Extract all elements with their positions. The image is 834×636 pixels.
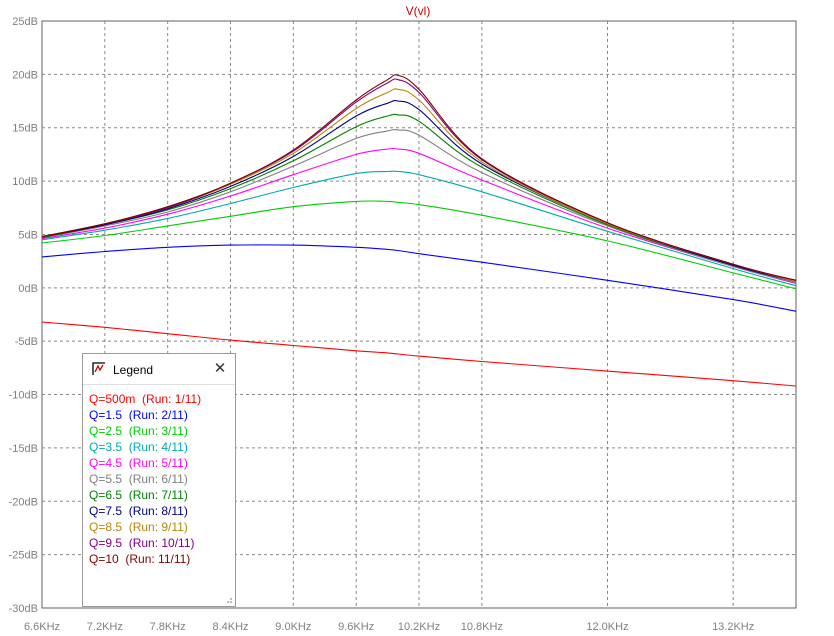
x-tick-label: 7.8KHz — [150, 621, 186, 633]
legend-titlebar[interactable]: Legend ✕ — [83, 354, 235, 385]
legend-entry: Q=9.5 (Run: 10/11) — [89, 536, 195, 550]
legend-title: Legend — [113, 363, 154, 377]
series-line-run-1 — [41, 321, 797, 387]
legend-entry-name: Q=4.5 — [89, 456, 123, 470]
legend-entry: Q=3.5 (Run: 4/11) — [89, 440, 188, 454]
legend-entry-name: Q=3.5 — [89, 440, 123, 454]
series-line-run-2 — [41, 244, 797, 312]
legend-entry-run: (Run: 7/11) — [122, 488, 188, 502]
plot-title: V(vl) — [406, 4, 431, 18]
y-tick-label: -5dB — [15, 336, 38, 348]
legend-entry-name: Q=9.5 — [89, 536, 123, 550]
y-tick-label: 5dB — [18, 229, 38, 241]
legend-entry-run: (Run: 11/11) — [118, 552, 191, 566]
legend-entry-run: (Run: 3/11) — [122, 424, 188, 438]
legend-entry: Q=1.5 (Run: 2/11) — [89, 408, 188, 422]
legend-entry: Q=500m (Run: 1/11) — [89, 392, 201, 406]
resize-grip-icon[interactable] — [225, 596, 233, 604]
legend-entry-name: Q=6.5 — [89, 488, 123, 502]
x-tick-label: 7.2KHz — [87, 621, 123, 633]
legend-entry-run: (Run: 6/11) — [122, 472, 188, 486]
series-line-run-7 — [41, 113, 797, 282]
y-tick-label: -25dB — [9, 550, 38, 562]
y-tick-label: 0dB — [18, 283, 38, 295]
legend-entry-name: Q=7.5 — [89, 504, 123, 518]
legend-entry-name: Q=2.5 — [89, 424, 123, 438]
x-tick-label: 6.6KHz — [24, 621, 60, 633]
series-traces — [41, 74, 797, 387]
x-tick-label: 10.8KHz — [461, 621, 503, 633]
y-tick-label: -30dB — [9, 603, 38, 615]
x-tick-label: 9.6KHz — [338, 621, 374, 633]
waveform-icon — [92, 362, 105, 375]
legend-entry-run: (Run: 10/11) — [122, 536, 195, 550]
legend-entry-run: (Run: 8/11) — [122, 504, 188, 518]
legend-entry-name: Q=500m — [89, 392, 136, 406]
legend-window[interactable]: Legend ✕ Q=500m (Run: 1/11) Q=1.5 (Run: 2… — [82, 353, 236, 607]
legend-entry: Q=7.5 (Run: 8/11) — [89, 504, 188, 518]
series-line-run-6 — [41, 128, 797, 284]
legend-entry: Q=2.5 (Run: 3/11) — [89, 424, 188, 438]
series-line-run-3 — [41, 200, 797, 290]
y-tick-label: -10dB — [9, 390, 38, 402]
x-tick-label: 10.2KHz — [398, 621, 440, 633]
legend-entry-run: (Run: 9/11) — [122, 520, 188, 534]
axis-ticks: 6.6KHz 7.2KHz 7.8KHz 8.4KHz 9.0KHz 9.6KHz 10.2… — [9, 16, 755, 633]
legend-entry-run: (Run: 2/11) — [122, 408, 188, 422]
legend-list: Q=500m (Run: 1/11) Q=1.5 (Run: 2/11) Q=2.5… — [83, 385, 235, 606]
legend-entry: Q=4.5 (Run: 5/11) — [89, 456, 188, 470]
x-tick-label: 13.2KHz — [712, 621, 754, 633]
legend-entry-run: (Run: 1/11) — [135, 392, 202, 406]
x-tick-label: 8.4KHz — [212, 621, 248, 633]
y-tick-label: 20dB — [12, 69, 38, 81]
legend-entry-name: Q=1.5 — [89, 408, 123, 422]
y-tick-label: 25dB — [12, 16, 38, 28]
y-tick-label: -20dB — [9, 496, 38, 508]
x-tick-label: 9.0KHz — [275, 621, 311, 633]
close-button[interactable]: ✕ — [213, 360, 227, 377]
y-tick-label: 10dB — [12, 176, 38, 188]
legend-entry: Q=5.5 (Run: 6/11) — [89, 472, 188, 486]
legend-entry-name: Q=8.5 — [89, 520, 123, 534]
y-tick-label: -15dB — [9, 443, 38, 455]
legend-entry-run: (Run: 4/11) — [122, 440, 188, 454]
legend-entry: Q=8.5 (Run: 9/11) — [89, 520, 188, 534]
legend-entry-name: Q=10 — [89, 552, 119, 566]
series-line-run-5 — [41, 147, 797, 285]
legend-entry: Q=6.5 (Run: 7/11) — [89, 488, 188, 502]
legend-entry-run: (Run: 5/11) — [122, 456, 188, 470]
series-line-run-11 — [41, 74, 797, 281]
series-line-run-4 — [41, 170, 797, 287]
legend-entry-name: Q=5.5 — [89, 472, 123, 486]
y-tick-label: 15dB — [12, 123, 38, 135]
grid-lines — [42, 21, 796, 608]
x-tick-label: 12.0KHz — [586, 621, 628, 633]
legend-entry: Q=10 (Run: 11/11) — [89, 552, 190, 566]
